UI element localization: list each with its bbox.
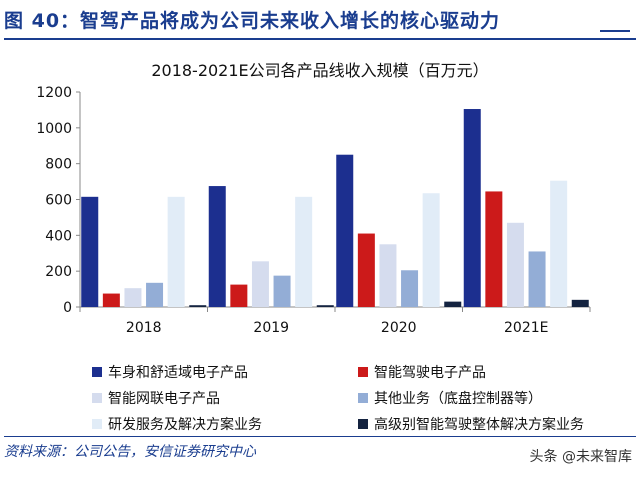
bar [485, 191, 503, 307]
y-tick-label: 1000 [36, 121, 72, 137]
bar [102, 293, 120, 307]
legend-swatch [92, 393, 102, 403]
header-rule [4, 38, 636, 40]
legend-label: 智能驾驶电子产品 [374, 365, 486, 381]
y-tick-label: 800 [45, 157, 72, 173]
bar [336, 154, 354, 307]
bar [357, 233, 375, 307]
chart-title: 2018-2021E公司各产品线收入规模（百万元） [151, 61, 488, 80]
bar [295, 196, 313, 307]
bar [422, 193, 440, 307]
figure-header: 图 40：智驾产品将成为公司未来收入增长的核心驱动力 [0, 0, 640, 44]
source-rule [4, 436, 636, 437]
figure-title: 图 40：智驾产品将成为公司未来收入增长的核心驱动力 [4, 10, 501, 32]
legend-swatch [92, 419, 102, 429]
bar [528, 251, 546, 307]
legend-swatch [358, 393, 368, 403]
bar [550, 180, 568, 307]
legend-label: 研发服务及解决方案业务 [108, 416, 262, 433]
bar [124, 288, 142, 307]
bar [463, 109, 481, 307]
legend-swatch [358, 419, 368, 429]
bar [251, 261, 269, 307]
bar [506, 222, 524, 307]
y-tick-label: 0 [63, 300, 72, 316]
bar [189, 305, 207, 307]
revenue-bar-chart: 2018-2021E公司各产品线收入规模（百万元） 0 200 400 600 800 10… [36, 61, 591, 433]
bar [379, 244, 397, 307]
legend-label: 高级别智能驾驶整体解决方案业务 [374, 416, 584, 433]
x-category-label: 2021E [504, 320, 548, 336]
legend-label: 其他业务（底盘控制器等） [374, 390, 542, 407]
x-category-label: 2018 [126, 320, 162, 336]
legend-swatch [92, 367, 102, 377]
bar [146, 282, 164, 307]
bar [81, 196, 99, 307]
watermark: 头条 @未来智库 [529, 449, 632, 465]
y-tick-label: 1200 [36, 85, 72, 101]
bar [401, 270, 419, 307]
bar [167, 196, 185, 307]
bar [571, 299, 589, 307]
x-category-label: 2019 [253, 320, 289, 336]
header-accent-line [600, 30, 630, 32]
legend-label: 智能网联电子产品 [108, 391, 220, 407]
y-tick-label: 600 [45, 193, 72, 209]
bar [316, 305, 334, 307]
bar [208, 186, 226, 307]
legend-label: 车身和舒适域电子产品 [108, 364, 248, 381]
y-tick-label: 200 [45, 264, 72, 280]
bar [444, 301, 462, 307]
y-tick-label: 400 [45, 228, 72, 244]
legend-swatch [358, 367, 368, 377]
bar [273, 275, 291, 307]
source-note: 资料来源：公司公告，安信证券研究中心 [4, 444, 256, 460]
x-category-label: 2020 [381, 320, 417, 336]
bar [230, 284, 248, 307]
